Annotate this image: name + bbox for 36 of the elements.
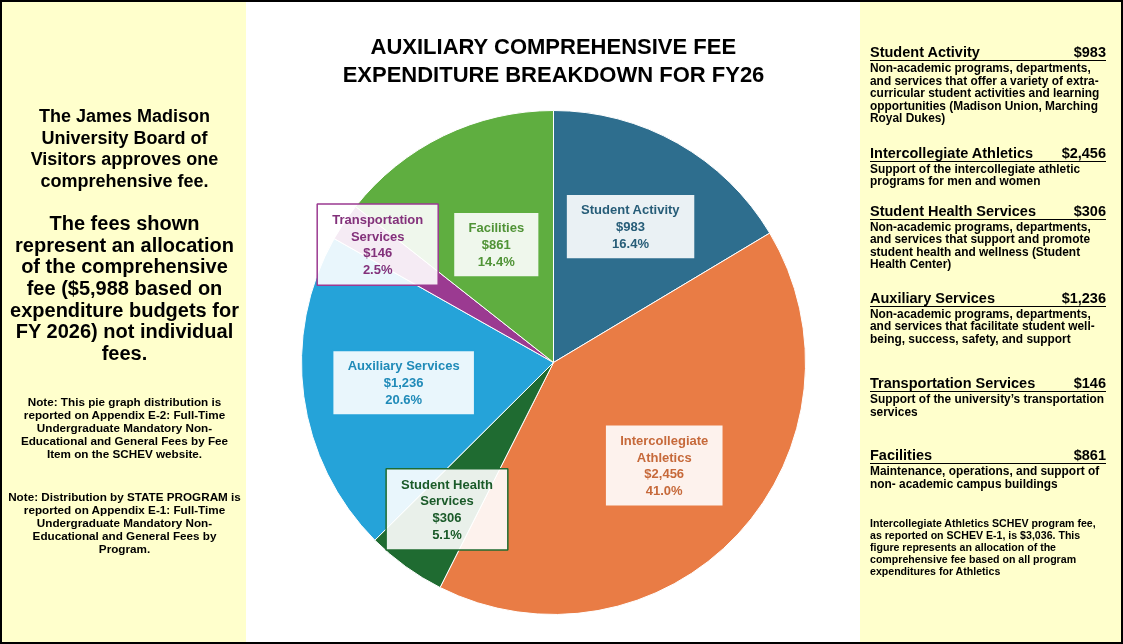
text: Maintenance, operations, and support of non- academic campus buildings bbox=[870, 464, 1101, 491]
slice-label: Student Activity bbox=[581, 202, 681, 218]
slice-label: Intercollegiate Athletics bbox=[870, 144, 1034, 161]
text: Note: This pie graph distribution is reported on Appendix E-2: Full-Time Undergraduate Mandatory Non-Educational and General Fees by Fee Item on the SCHEV website. bbox=[19, 394, 230, 460]
data-label: $2,456 41.0% bbox=[644, 466, 685, 499]
slice-label: Facilities bbox=[468, 220, 525, 236]
data-label: $306 5.1% bbox=[432, 510, 463, 543]
data-label: $861 14.4% bbox=[477, 237, 516, 269]
text: Support of the intercollegiate athletic programs for men and women bbox=[870, 161, 1082, 188]
text: $1,236 bbox=[1061, 289, 1106, 306]
category-label: Facilities bbox=[870, 447, 933, 463]
text: $146 bbox=[1073, 375, 1106, 391]
slice-label: Transportation Services bbox=[332, 211, 424, 244]
text: Non-academic programs, departments, and services that support and promote student health and wellness (Student Health Center) bbox=[870, 219, 1092, 271]
text: $983 bbox=[1073, 44, 1106, 60]
text: $861 bbox=[1073, 447, 1106, 463]
slice-label: Intercollegiate Athletics bbox=[620, 432, 709, 465]
data-label: $1,236 20.6% bbox=[383, 375, 424, 408]
text: $2,456 bbox=[1061, 144, 1106, 161]
text: Note: Distribution by STATE PROGRAM is reported on Appendix E-1: Full-Time Undergraduate Mandatory Non- Educational and General Fees by Program. bbox=[8, 489, 241, 555]
text: Non-academic programs, departments, and services that offer a variety of extra-curricular student activities and learning opportunities (Madison Union, Marching Royal Dukes) bbox=[870, 61, 1101, 125]
text: Support of the university’s transportation services bbox=[870, 392, 1106, 419]
text: Non-academic programs, departments, and services that facilitate student well-being, success, safety, and support bbox=[870, 306, 1096, 346]
data-label: $983 16.4% bbox=[612, 219, 650, 251]
category-label: Auxiliary Services bbox=[870, 289, 995, 306]
text: The fees shown represent an allocation of the comprehensive fee ($5,988 based on expenditure budgets for FY 2026) not individual fees. bbox=[9, 211, 240, 365]
text: The James Madison University Board of Visitors approves one comprehensive fee. bbox=[29, 105, 220, 193]
chart-title: AUXILIARY COMPREHENSIVE FEE EXPENDITURE BREAKDOWN FOR FY26 bbox=[342, 34, 765, 87]
category-label: Student Health Services bbox=[870, 202, 1036, 219]
data-label: $146 2.5% bbox=[362, 245, 393, 278]
category-label: Student Activity bbox=[870, 44, 980, 60]
text: Intercollegiate Athletics SCHEV program fee, as reported on SCHEV E-1, is $3,036. This figure represents an allocation of the comprehensive fee based on all program expenditures for Athletics bbox=[870, 517, 1097, 577]
text: $306 bbox=[1073, 202, 1106, 219]
slice-label: Student Health Services bbox=[401, 476, 493, 509]
category-label: Transportation Services bbox=[870, 375, 1036, 391]
slice-label: Auxiliary Services bbox=[347, 358, 460, 374]
